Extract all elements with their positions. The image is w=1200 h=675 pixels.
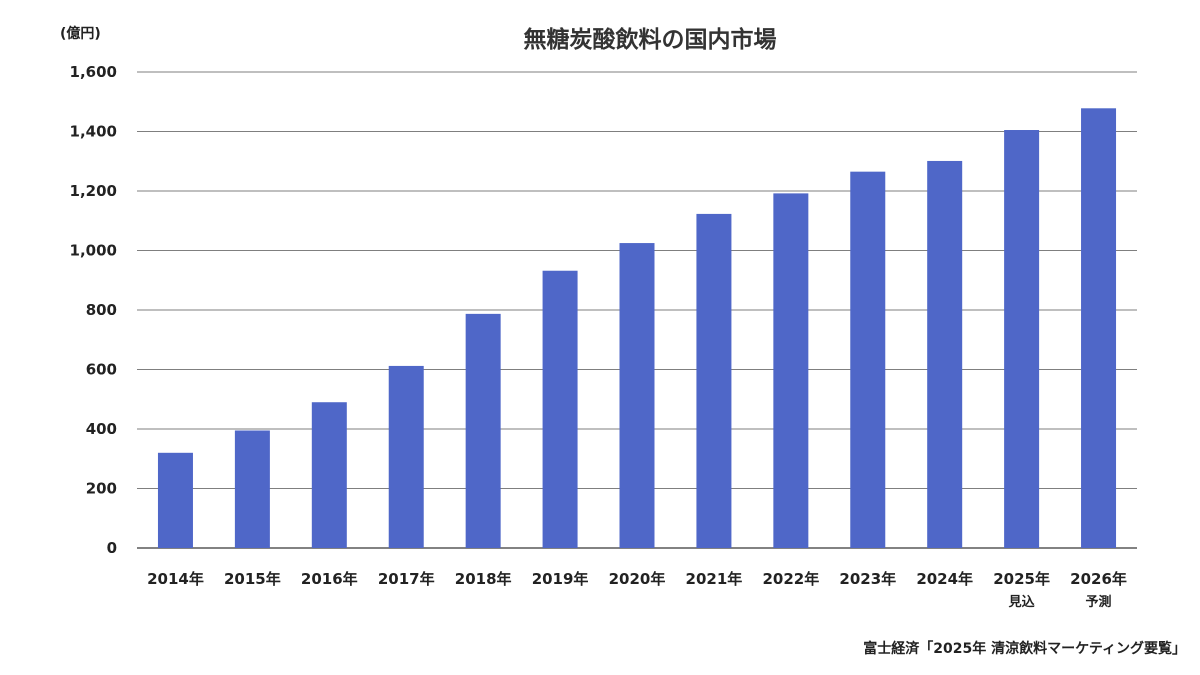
x-tick-label: 2017年: [378, 570, 435, 588]
x-tick-label: 2020年: [609, 570, 666, 588]
x-tick-label: 2014年: [147, 570, 204, 588]
y-axis-tick-labels: 0 200 400 600 800 1,000 1,200 1,400 1,600: [70, 63, 117, 557]
bar-2026年: [1081, 108, 1117, 549]
bar-2024年: [927, 160, 963, 548]
bar-2018年: [465, 313, 501, 548]
x-tick-label: 2024年: [916, 570, 973, 588]
y-tick-label: 1,600: [70, 63, 117, 81]
x-tick-label: 2015年: [224, 570, 281, 588]
x-axis-tick-labels: 2014年 2015年 2016年 2017年 2018年 2019年 2020年 2021年…: [147, 570, 1127, 610]
bar-2021年: [696, 213, 732, 548]
bar-2017年: [388, 365, 424, 548]
y-tick-label: 1,000: [70, 242, 117, 260]
bar-2016年: [311, 402, 347, 548]
bar-2022年: [773, 193, 809, 548]
bar-2023年: [850, 171, 886, 548]
y-tick-label: 400: [86, 420, 117, 438]
y-tick-label: 600: [86, 361, 117, 379]
x-tick-label: 2019年: [532, 570, 589, 588]
bar-2019年: [542, 270, 578, 548]
y-axis-unit-label: (億円): [60, 25, 101, 42]
y-tick-label: 800: [86, 301, 117, 319]
x-tick-label: 2023年: [839, 570, 896, 588]
x-tick-label: 2026年: [1070, 570, 1127, 588]
y-tick-label: 1,200: [70, 182, 117, 200]
x-tick-label: 2018年: [455, 570, 512, 588]
chart-title: 無糖炭酸飲料の国内市場: [524, 26, 777, 53]
y-tick-label: 200: [86, 480, 117, 498]
x-tick-label: 2021年: [686, 570, 743, 588]
y-tick-label: 0: [107, 539, 117, 557]
bar-2014年: [157, 452, 193, 548]
x-tick-label: 2016年: [301, 570, 358, 588]
y-tick-label: 1,400: [70, 123, 117, 141]
source-note: 富士経済「2025年 清涼飲料マーケティング要覧」: [863, 640, 1186, 657]
bar-2020年: [619, 243, 655, 548]
x-tick-note: 予測: [1086, 594, 1112, 610]
x-tick-label: 2022年: [762, 570, 819, 588]
x-tick-label: 2025年: [993, 570, 1050, 588]
bar-2015年: [234, 430, 270, 548]
bar-2025年: [1004, 130, 1040, 548]
bars: [157, 108, 1117, 549]
x-tick-note: 見込: [1008, 594, 1036, 610]
